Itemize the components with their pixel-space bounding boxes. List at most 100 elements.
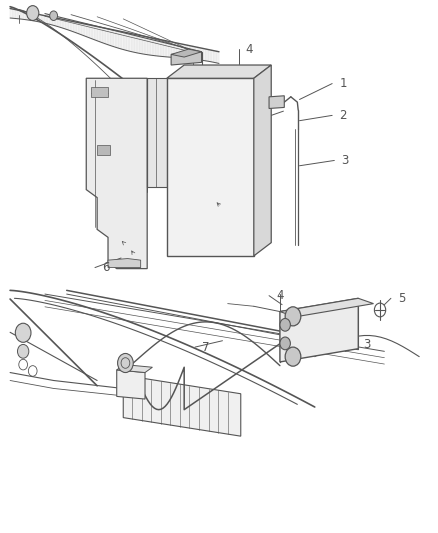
Polygon shape: [254, 65, 271, 256]
Polygon shape: [134, 34, 137, 53]
Polygon shape: [28, 12, 31, 20]
Polygon shape: [108, 259, 141, 268]
Polygon shape: [50, 17, 53, 25]
Polygon shape: [97, 27, 100, 42]
Text: 5: 5: [398, 292, 406, 305]
Polygon shape: [86, 78, 147, 269]
Polygon shape: [10, 9, 13, 18]
Text: 3: 3: [342, 154, 349, 167]
Polygon shape: [23, 11, 26, 20]
Polygon shape: [92, 26, 95, 40]
Polygon shape: [182, 44, 185, 58]
Polygon shape: [119, 31, 121, 49]
Polygon shape: [127, 33, 129, 51]
Polygon shape: [198, 47, 201, 60]
Polygon shape: [63, 19, 66, 29]
Polygon shape: [102, 28, 105, 44]
Polygon shape: [169, 42, 171, 57]
Circle shape: [27, 6, 39, 20]
Polygon shape: [74, 22, 76, 33]
Polygon shape: [31, 13, 34, 21]
Polygon shape: [280, 298, 374, 317]
Polygon shape: [18, 10, 21, 19]
Polygon shape: [42, 15, 45, 23]
Text: 3: 3: [363, 338, 371, 351]
Polygon shape: [150, 37, 153, 55]
Polygon shape: [89, 25, 92, 39]
Polygon shape: [147, 78, 167, 187]
Polygon shape: [280, 298, 358, 362]
Circle shape: [49, 11, 57, 20]
Polygon shape: [55, 18, 58, 27]
Polygon shape: [97, 144, 110, 155]
Polygon shape: [58, 18, 60, 27]
Polygon shape: [148, 37, 150, 55]
Polygon shape: [158, 39, 161, 56]
Polygon shape: [39, 14, 42, 22]
Polygon shape: [177, 43, 179, 58]
Polygon shape: [110, 29, 113, 46]
Polygon shape: [21, 11, 23, 19]
Circle shape: [285, 347, 301, 366]
Polygon shape: [68, 21, 71, 31]
Circle shape: [285, 307, 301, 326]
Polygon shape: [153, 38, 155, 56]
Polygon shape: [26, 12, 28, 20]
Polygon shape: [34, 13, 36, 21]
Polygon shape: [155, 38, 158, 56]
Polygon shape: [79, 23, 81, 35]
Polygon shape: [124, 32, 127, 51]
Polygon shape: [15, 10, 18, 19]
Polygon shape: [201, 48, 203, 60]
Polygon shape: [121, 31, 124, 50]
Polygon shape: [190, 46, 193, 59]
Text: 2: 2: [342, 324, 349, 337]
Polygon shape: [167, 78, 254, 256]
Text: 6: 6: [102, 261, 110, 274]
Polygon shape: [163, 41, 166, 57]
Polygon shape: [113, 30, 116, 47]
Polygon shape: [214, 51, 216, 63]
Polygon shape: [66, 20, 68, 30]
Polygon shape: [87, 25, 89, 38]
Polygon shape: [171, 52, 201, 65]
Polygon shape: [95, 26, 97, 41]
Polygon shape: [161, 40, 163, 56]
Polygon shape: [142, 36, 145, 54]
Polygon shape: [123, 375, 241, 436]
Polygon shape: [108, 29, 110, 46]
Polygon shape: [174, 43, 177, 58]
Polygon shape: [193, 46, 195, 59]
Polygon shape: [60, 19, 63, 28]
Polygon shape: [76, 22, 79, 34]
Polygon shape: [203, 49, 206, 61]
Polygon shape: [145, 36, 148, 55]
Polygon shape: [117, 365, 152, 373]
Polygon shape: [211, 50, 214, 62]
Polygon shape: [84, 24, 87, 37]
Text: 4: 4: [246, 43, 253, 55]
Circle shape: [117, 353, 133, 373]
Polygon shape: [53, 17, 55, 26]
Polygon shape: [36, 14, 39, 22]
Polygon shape: [137, 35, 140, 53]
Polygon shape: [179, 44, 182, 58]
Polygon shape: [195, 47, 198, 60]
Text: 4: 4: [276, 289, 284, 302]
Text: 1: 1: [339, 77, 347, 90]
Polygon shape: [81, 23, 84, 36]
Text: 2: 2: [339, 109, 347, 122]
Polygon shape: [129, 33, 132, 52]
Polygon shape: [216, 51, 219, 63]
Bar: [91, 87, 108, 97]
Circle shape: [280, 337, 290, 350]
Polygon shape: [187, 45, 190, 59]
Polygon shape: [71, 21, 74, 32]
Polygon shape: [105, 28, 108, 45]
Polygon shape: [45, 15, 47, 23]
Polygon shape: [132, 34, 134, 52]
Polygon shape: [117, 370, 145, 399]
Polygon shape: [206, 49, 208, 61]
Polygon shape: [166, 41, 169, 57]
Circle shape: [280, 318, 290, 331]
